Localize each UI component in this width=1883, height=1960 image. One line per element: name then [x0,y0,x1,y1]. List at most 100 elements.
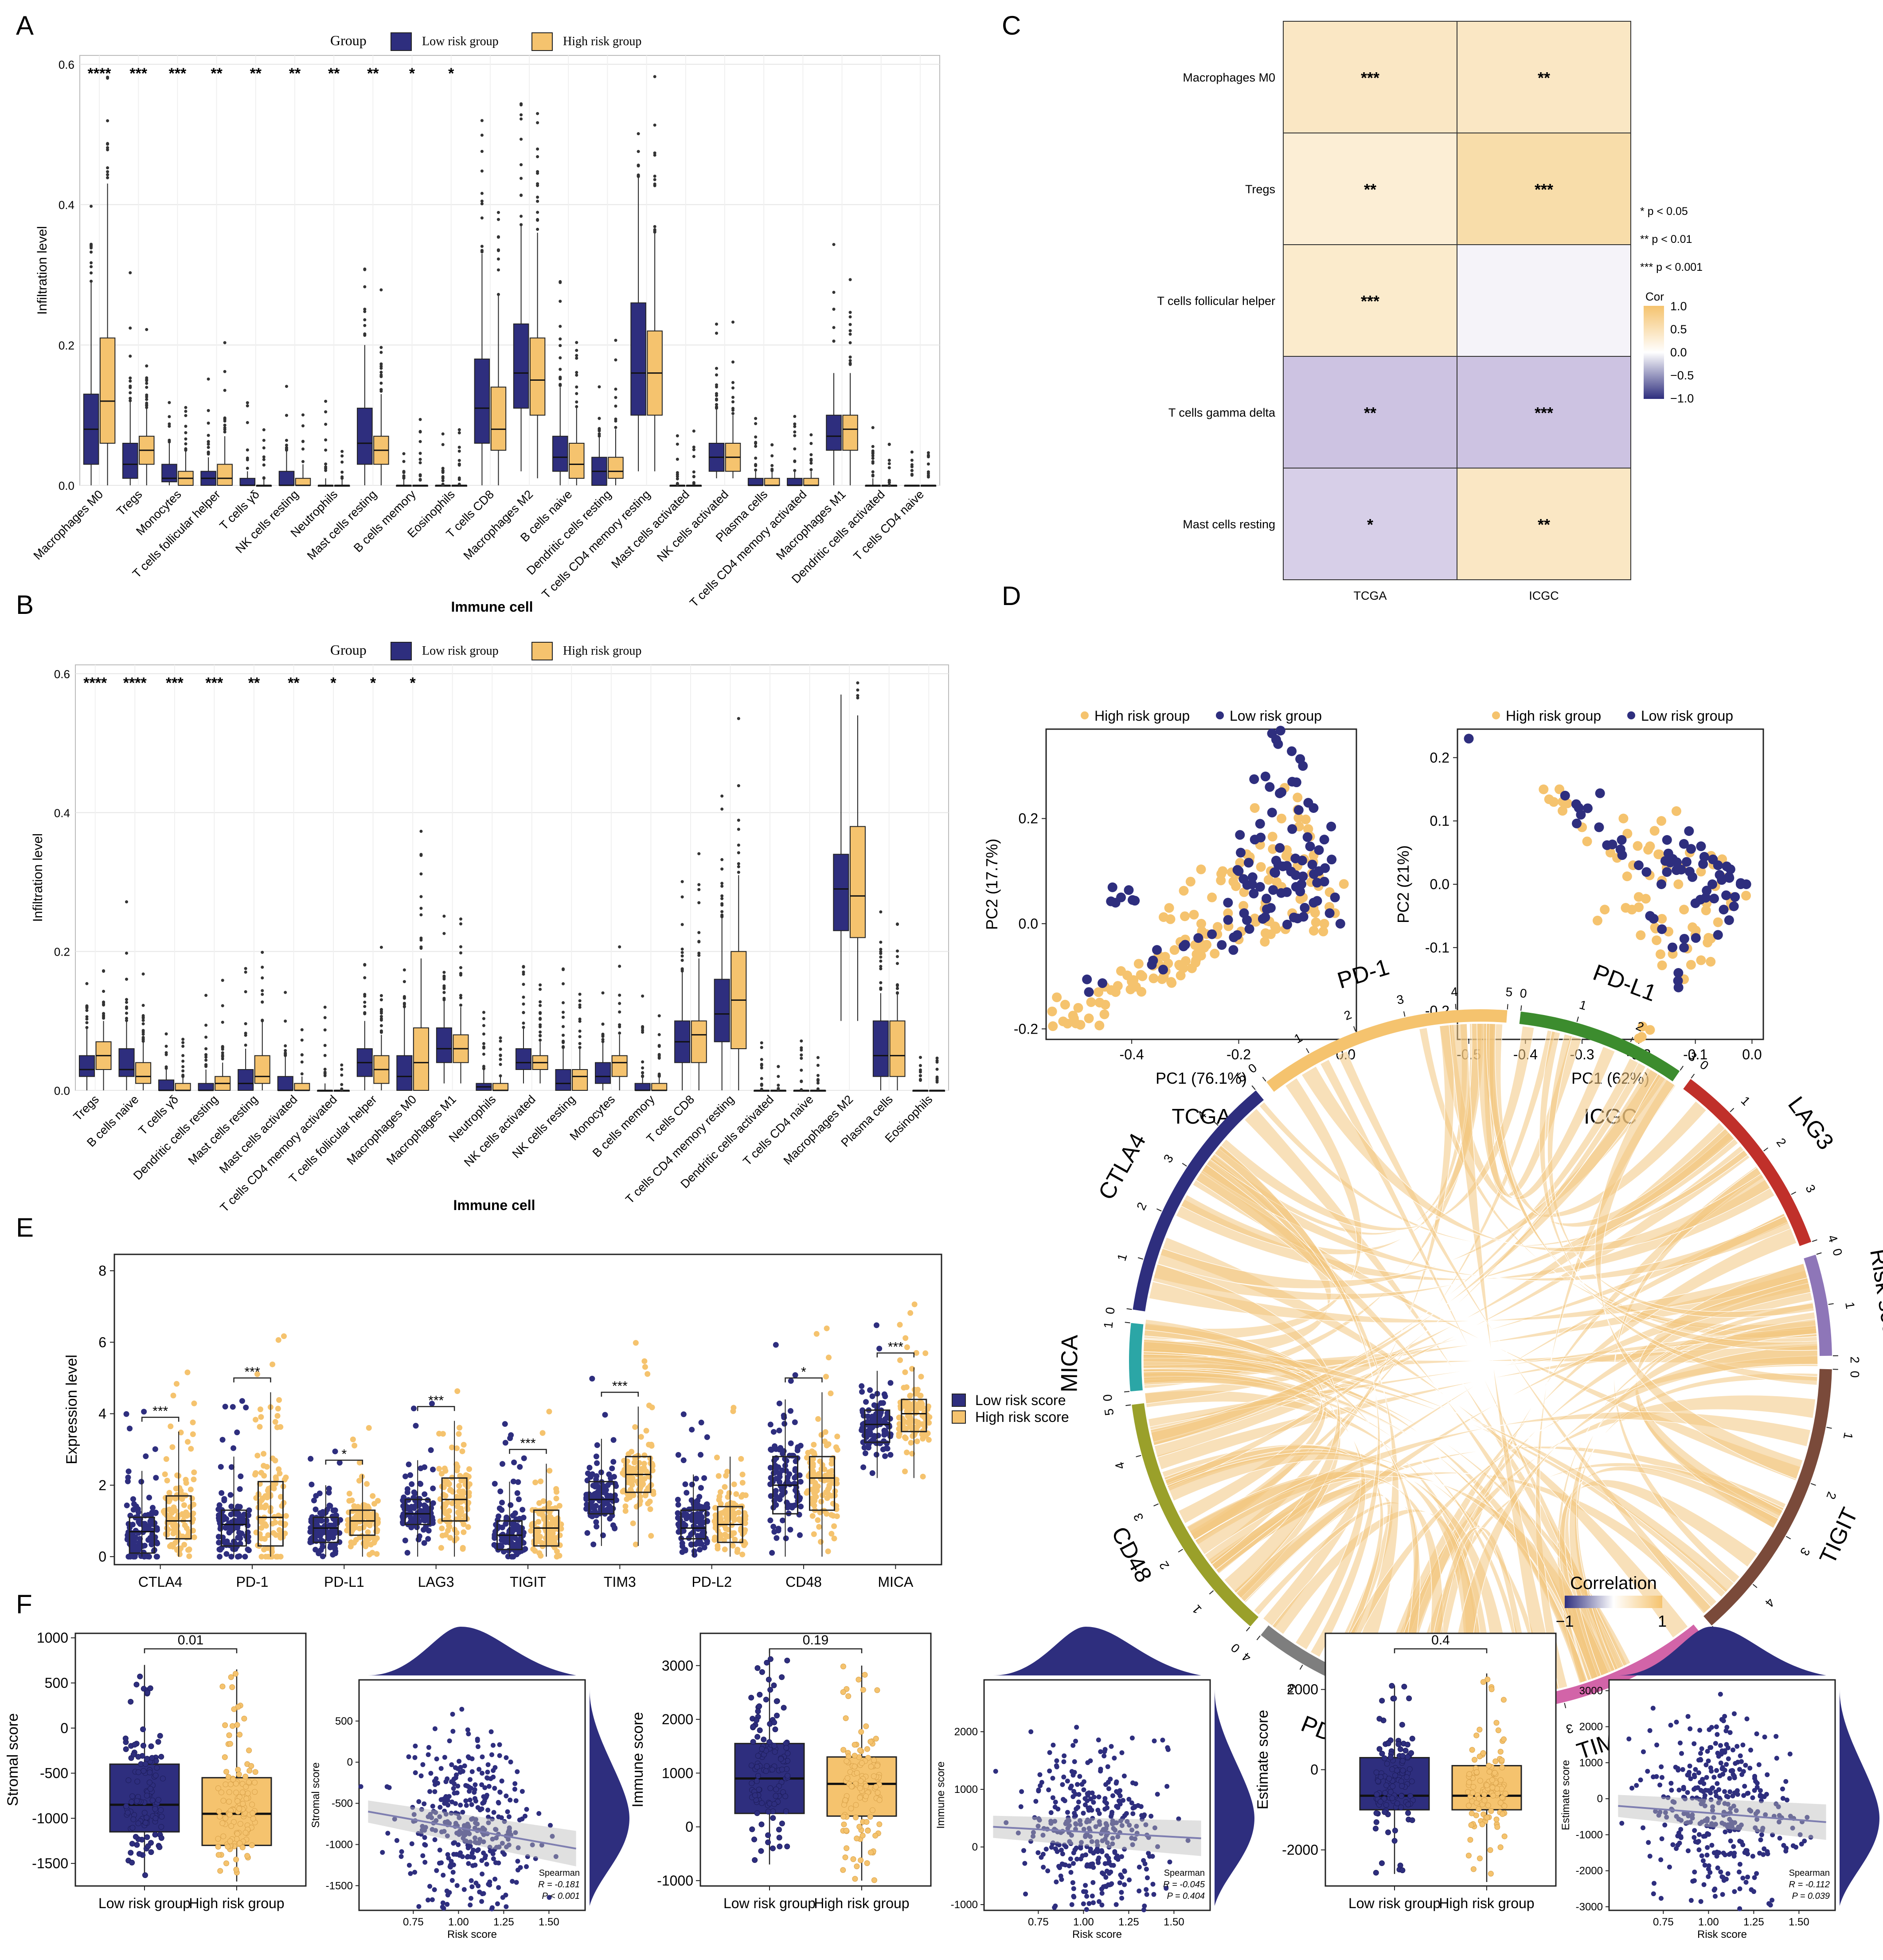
outlier [539,1039,542,1042]
point-low [127,1554,133,1560]
point-low [227,1492,234,1498]
point-low [129,1793,136,1800]
scatter-point [442,1755,447,1760]
outlier [442,984,446,988]
point-low [423,1523,429,1530]
chord-ribbon [1569,1318,1817,1676]
outlier [575,371,578,374]
point-high [1075,1020,1086,1030]
outlier [379,1024,383,1027]
point-high [873,1784,879,1790]
point-low [603,1508,609,1515]
outlier [379,994,383,997]
point-high [647,1499,653,1505]
point-high [536,1500,543,1506]
point-low [1267,808,1277,818]
outlier [809,433,813,437]
outlier [246,467,249,470]
outlier [887,479,891,482]
outlier [459,972,462,975]
box [787,478,803,486]
point-high [1301,814,1311,824]
point-low [689,1426,695,1433]
outlier [221,979,224,982]
fit-line [368,1811,576,1850]
outlier [895,991,899,995]
scatter-point [394,1838,399,1843]
outlier [106,166,109,170]
scatter-point [438,1804,443,1810]
point-high [920,1436,926,1442]
outlier [809,453,813,457]
outlier [715,373,718,377]
outlier [697,883,701,886]
point-high [1600,905,1610,915]
scatter-point [516,1845,521,1851]
outlier [129,384,132,388]
outlier [323,1054,327,1057]
point-low [754,1778,760,1784]
scatter-point [481,1850,486,1855]
point-high [1657,914,1667,924]
point-high [857,1795,863,1801]
outlier [145,328,148,331]
outlier [614,426,617,429]
point-high [1157,974,1167,984]
box [680,1509,707,1540]
point-high [258,1414,264,1420]
point-low [1684,826,1694,836]
point-low [133,1527,139,1534]
outlier [895,949,899,953]
scatter-point [443,1779,449,1784]
outlier [777,1083,780,1087]
outlier [459,945,462,949]
point-low [686,1535,692,1541]
y-tick-label: 0 [60,1720,68,1736]
scatter-point [406,1862,412,1868]
point-low [609,1465,615,1472]
point-high [897,1357,903,1363]
outlier [125,1016,129,1020]
point-low [1582,803,1593,813]
point-low [759,1669,765,1675]
point-high [1637,1021,1648,1031]
scatter-point [438,1766,444,1771]
y-axis-title: Immune score [629,1712,646,1807]
outlier [379,1017,383,1020]
point-high [219,1683,226,1690]
point-high [1701,905,1711,915]
outlier [164,1032,168,1036]
outlier [578,1017,582,1021]
y-tick-label: -0.2 [1014,1021,1038,1037]
outlier [363,308,367,311]
outlier [482,1066,485,1070]
scatter-point [460,1809,465,1815]
outlier [715,322,718,326]
point-low [228,1503,234,1510]
point-low [508,1539,514,1545]
point-low [135,1506,141,1512]
point-low [755,1773,761,1779]
scatter-point [500,1850,505,1855]
y-tick-label: 500 [335,1715,353,1727]
significance-bracket [785,1377,823,1382]
point-high [232,1671,238,1677]
point-low [1232,865,1242,875]
significance-label: * [801,1365,806,1379]
point-low [1696,841,1706,851]
point-low [758,1821,765,1827]
outlier [816,1079,820,1082]
point-high [184,1369,191,1375]
point-high [818,1432,824,1438]
point-high [222,1722,228,1728]
point-high [226,1732,232,1738]
outlier [641,1071,645,1074]
scatter-point [449,1878,455,1883]
outlier [562,967,565,971]
outlier [856,681,859,685]
point-low [789,1504,795,1511]
point-high [228,1823,234,1829]
point-high [1652,935,1662,945]
